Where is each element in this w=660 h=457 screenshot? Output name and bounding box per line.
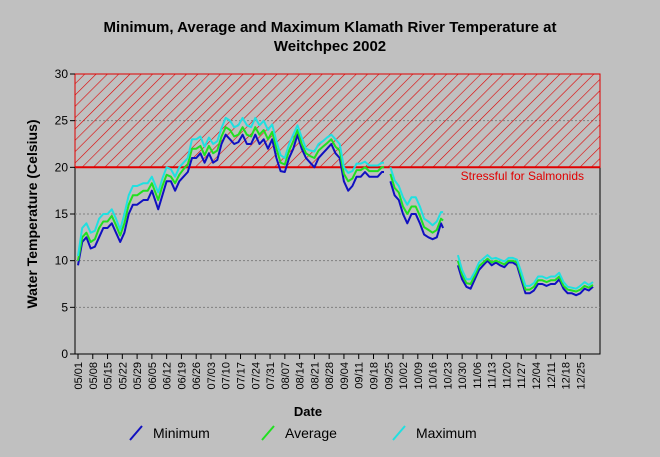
x-tick-label: 05/08 <box>88 362 100 390</box>
x-tick-label: 11/13 <box>487 362 499 389</box>
x-tick-label: 09/11 <box>354 362 366 389</box>
x-tick-label: 05/01 <box>73 362 85 390</box>
legend-label-minimum: Minimum <box>153 425 210 441</box>
x-tick-label: 07/31 <box>265 362 277 390</box>
x-tick-label: 12/25 <box>575 362 587 390</box>
y-axis-label: Water Temperature (Celsius) <box>24 119 40 308</box>
y-tick-label: 15 <box>55 207 69 221</box>
x-tick-label: 10/02 <box>398 362 410 390</box>
y-tick-label: 25 <box>55 114 69 128</box>
x-tick-label: 08/14 <box>295 362 307 390</box>
x-tick-label: 06/05 <box>147 362 159 390</box>
x-tick-label: 12/18 <box>561 362 573 390</box>
x-tick-label: 06/26 <box>191 362 203 390</box>
x-tick-label: 08/28 <box>324 362 336 390</box>
series-line-minimum <box>77 133 384 266</box>
chart-title-line1: Minimum, Average and Maximum Klamath Riv… <box>104 19 557 36</box>
x-tick-label: 06/12 <box>162 362 174 390</box>
x-axis-label: Date <box>294 404 322 419</box>
legend-swatch-minimum <box>129 425 143 441</box>
series-line-minimum <box>456 259 594 297</box>
x-tick-label: 08/21 <box>309 362 321 390</box>
threshold-label: Stressful for Salmonids <box>461 169 584 183</box>
series-line-average <box>456 257 594 293</box>
legend-label-maximum: Maximum <box>416 425 477 441</box>
series-line-maximum <box>456 254 594 290</box>
y-tick-label: 0 <box>61 347 68 361</box>
stress-zone: Stressful for Salmonids <box>74 73 601 183</box>
legend-swatch-average <box>261 425 275 441</box>
x-tick-label: 09/04 <box>339 362 351 390</box>
y-tick-label: 30 <box>55 67 69 81</box>
legend: Minimum Average Maximum <box>129 425 477 441</box>
series-line-average <box>389 173 444 234</box>
chart-title-line2: Weitchpec 2002 <box>274 38 386 55</box>
legend-swatch-maximum <box>392 425 406 441</box>
x-tick-label: 07/10 <box>221 362 233 390</box>
x-tick-label: 10/23 <box>442 362 454 390</box>
x-tick-label: 06/19 <box>176 362 188 390</box>
legend-label-average: Average <box>285 425 337 441</box>
y-axis: 0 5 10 15 20 25 30 <box>55 67 75 361</box>
series-line-average <box>77 126 384 261</box>
x-tick-label: 07/03 <box>206 362 218 390</box>
x-tick-label: 07/17 <box>236 362 248 390</box>
x-tick-label: 10/30 <box>457 362 469 390</box>
y-tick-label: 10 <box>55 254 69 268</box>
x-tick-label: 05/29 <box>132 362 144 390</box>
x-tick-label: 07/24 <box>250 362 262 390</box>
x-tick-label: 08/07 <box>280 362 292 390</box>
x-tick-label: 10/16 <box>428 362 440 390</box>
x-tick-label: 12/11 <box>546 362 558 389</box>
x-tick-label: 05/15 <box>103 362 115 390</box>
x-tick-label: 11/06 <box>472 362 484 389</box>
y-tick-label: 20 <box>55 160 69 174</box>
x-tick-label: 11/27 <box>516 362 528 389</box>
x-tick-label: 10/09 <box>413 362 425 390</box>
x-tick-label: 12/04 <box>531 362 543 390</box>
x-tick-label: 09/25 <box>383 362 395 390</box>
x-axis: 05/01 05/08 05/15 05/22 05/29 06/05 06/12 06/19… <box>73 354 587 390</box>
x-tick-label: 11/20 <box>501 362 513 389</box>
stress-zone-hatch <box>74 73 601 168</box>
series-line-minimum <box>389 181 445 241</box>
x-tick-label: 05/22 <box>117 362 129 390</box>
series-line-maximum <box>77 116 384 257</box>
x-tick-label: 09/18 <box>368 362 380 390</box>
series-line-maximum <box>389 166 444 227</box>
y-tick-label: 5 <box>61 300 68 314</box>
series-lines <box>77 116 594 297</box>
